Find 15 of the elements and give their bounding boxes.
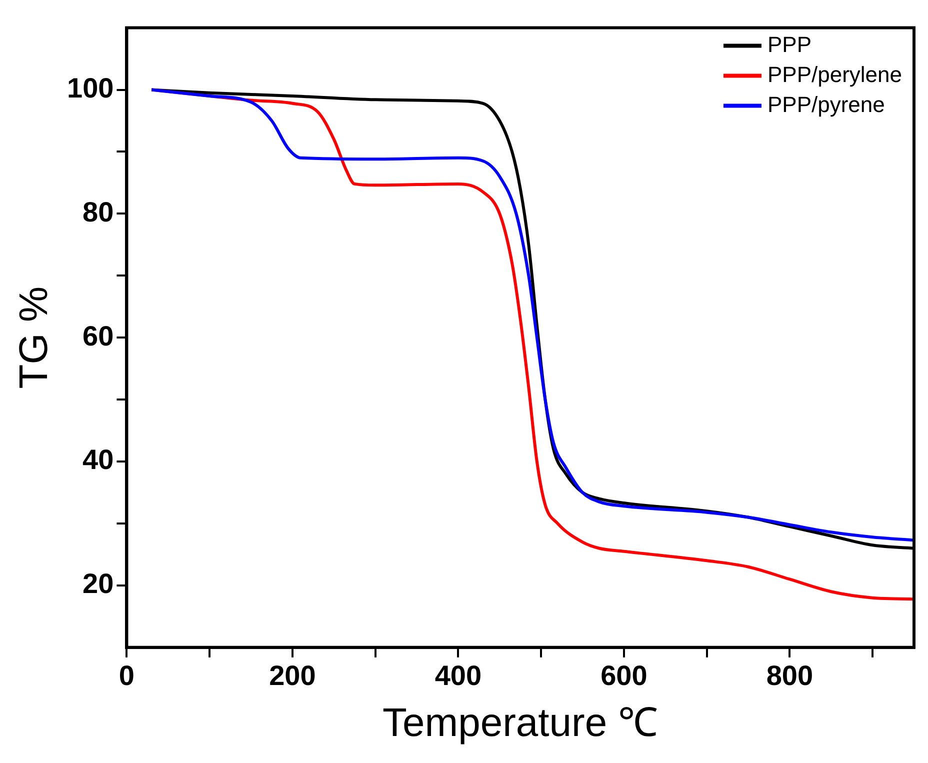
x-tick-label: 200 xyxy=(269,660,316,691)
x-tick-label: 600 xyxy=(600,660,648,691)
x-tick-label: 400 xyxy=(434,660,482,691)
x-tick-label: 0 xyxy=(118,660,135,691)
legend-label: PPP/pyrene xyxy=(767,92,885,117)
y-tick-label: 60 xyxy=(82,320,114,352)
y-tick-label: 40 xyxy=(82,444,114,476)
legend-label: PPP/perylene xyxy=(767,62,902,87)
y-tick-label: 100 xyxy=(67,72,114,104)
x-tick-label: 800 xyxy=(766,660,814,691)
y-tick-label: 80 xyxy=(82,196,114,228)
y-tick-label: 20 xyxy=(82,568,114,600)
y-axis-title: TG % xyxy=(12,286,56,389)
x-axis-title: Temperature ℃ xyxy=(382,701,658,746)
legend-label: PPP xyxy=(767,32,812,57)
